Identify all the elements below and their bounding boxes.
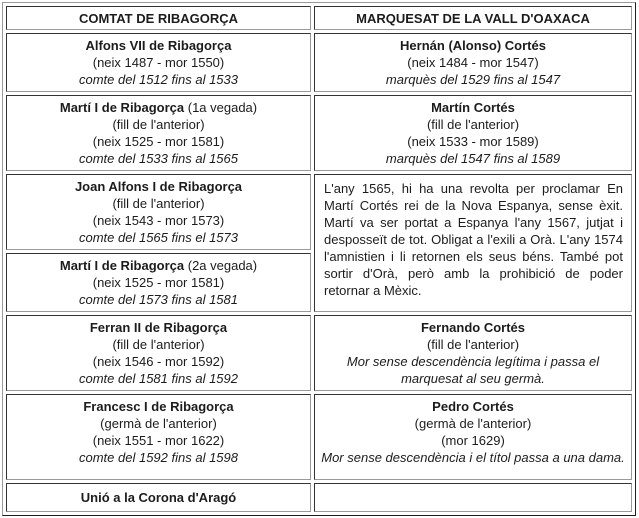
ruler-life-dates: (neix 1487 - mor 1550) [92,55,225,70]
ruler-death-note: Mor sense descendència legítima i passa … [346,354,600,386]
ruler-name: Martí I de Ribagorça [59,258,185,273]
ruler-relation: (fill de l'anterior) [112,117,205,132]
ruler-name: Martí I de Ribagorça [59,100,185,115]
ruler-life-dates: (mor 1629) [441,433,505,448]
ruler-life-dates: (neix 1533 - mor 1589) [407,134,539,149]
ruler-relation: (fill de l'anterior) [112,196,205,211]
ruler-life-dates: (neix 1546 - mor 1592) [92,354,225,369]
cell-joan-alfons: Joan Alfons I de Ribagorça (fill de l'an… [6,174,311,250]
ruler-relation: (fill de l'anterior) [112,337,205,352]
header-right-label: MARQUESAT DE LA VALL D'OAXACA [356,10,590,26]
row-ferran-fernando: Ferran II de Ribagorça (fill de l'anteri… [6,315,632,391]
ruler-name: Ferran II de Ribagorça [89,320,228,335]
ruler-relation: (germà de l'anterior) [100,416,217,431]
header-marquesat-oaxaca: MARQUESAT DE LA VALL D'OAXACA [314,6,632,30]
cell-revolt-paragraph: L'any 1565, hi ha una revolta per procla… [314,174,632,312]
ruler-relation: (fill de l'anterior) [426,337,520,352]
ruler-name-suffix: (1a vegada) [184,100,258,115]
ruler-reign-dates: comte del 1592 fins al 1598 [79,450,238,465]
ruler-name: Pedro Cortés [432,399,514,414]
row-francesc-pedro: Francesc I de Ribagorça (germà de l'ante… [6,394,632,480]
ruler-name-suffix: (2a vegada) [184,258,258,273]
row-alfons-hernan: Alfons VII de Ribagorça (neix 1487 - mor… [6,33,632,92]
ruler-life-dates: (neix 1525 - mor 1581) [92,275,225,290]
ruler-name: Hernán (Alonso) Cortés [400,38,546,53]
cell-francesc-i: Francesc I de Ribagorça (germà de l'ante… [6,394,311,480]
ruler-life-dates: (neix 1543 - mor 1573) [92,213,225,228]
ruler-relation: (germà de l'anterior) [414,416,532,431]
ruler-reign-dates: marquès del 1529 fins al 1547 [385,72,561,87]
ruler-name: Joan Alfons I de Ribagorça [74,179,243,194]
ruler-name: Alfons VII de Ribagorça [85,38,232,53]
ruler-name: Francesc I de Ribagorça [83,399,234,414]
header-left-label: COMTAT DE RIBAGORÇA [78,10,239,26]
cell-hernan-cortes: Hernán (Alonso) Cortés (neix 1484 - mor … [314,33,632,92]
cell-marti-i-1a: Martí I de Ribagorça (1a vegada) (fill d… [6,95,311,171]
ruler-reign-dates: comte del 1565 fins el 1573 [79,230,238,245]
cell-alfons-vii: Alfons VII de Ribagorça (neix 1487 - mor… [6,33,311,92]
header-comtat-ribagorca: COMTAT DE RIBAGORÇA [6,6,311,30]
ruler-life-dates: (neix 1484 - mor 1547) [407,55,539,70]
cell-fernando-cortes: Fernando Cortés (fill de l'anterior) Mor… [314,315,632,391]
ruler-reign-dates: comte del 1581 fins al 1592 [79,371,238,386]
footer-label: Unió a la Corona d'Aragó [80,490,237,505]
header-row: COMTAT DE RIBAGORÇA MARQUESAT DE LA VALL… [6,6,632,30]
row-marti1-martin: Martí I de Ribagorça (1a vegada) (fill d… [6,95,632,171]
ruler-reign-dates: marquès del 1547 fins al 1589 [385,151,561,166]
row-marti2: Martí I de Ribagorça (2a vegada) (neix 1… [6,253,632,312]
ruler-relation: (fill de l'anterior) [426,117,520,132]
cell-martin-cortes: Martín Cortés (fill de l'anterior) (neix… [314,95,632,171]
cell-ferran-ii: Ferran II de Ribagorça (fill de l'anteri… [6,315,311,391]
ruler-name: Fernando Cortés [420,320,525,335]
footer-row: Unió a la Corona d'Aragó [6,483,632,512]
ruler-life-dates: (neix 1551 - mor 1622) [92,433,225,448]
ruler-name: Martín Cortés [431,100,515,115]
cell-empty [314,483,632,512]
cell-pedro-cortes: Pedro Cortés (germà de l'anterior) (mor … [314,394,632,480]
row-joan-revolt: Joan Alfons I de Ribagorça (fill de l'an… [6,174,632,312]
ruler-reign-dates: comte del 1512 fins al 1533 [79,72,238,87]
ruler-reign-dates: comte del 1573 fins al 1581 [79,292,238,307]
ruler-death-note: Mor sense descendència i el títol passa … [321,450,625,465]
cell-unio-corona-arago: Unió a la Corona d'Aragó [6,483,311,512]
ruler-reign-dates: comte del 1533 fins al 1565 [79,151,238,166]
ruler-life-dates: (neix 1525 - mor 1581) [92,134,225,149]
cell-marti-i-2a: Martí I de Ribagorça (2a vegada) (neix 1… [6,253,311,312]
